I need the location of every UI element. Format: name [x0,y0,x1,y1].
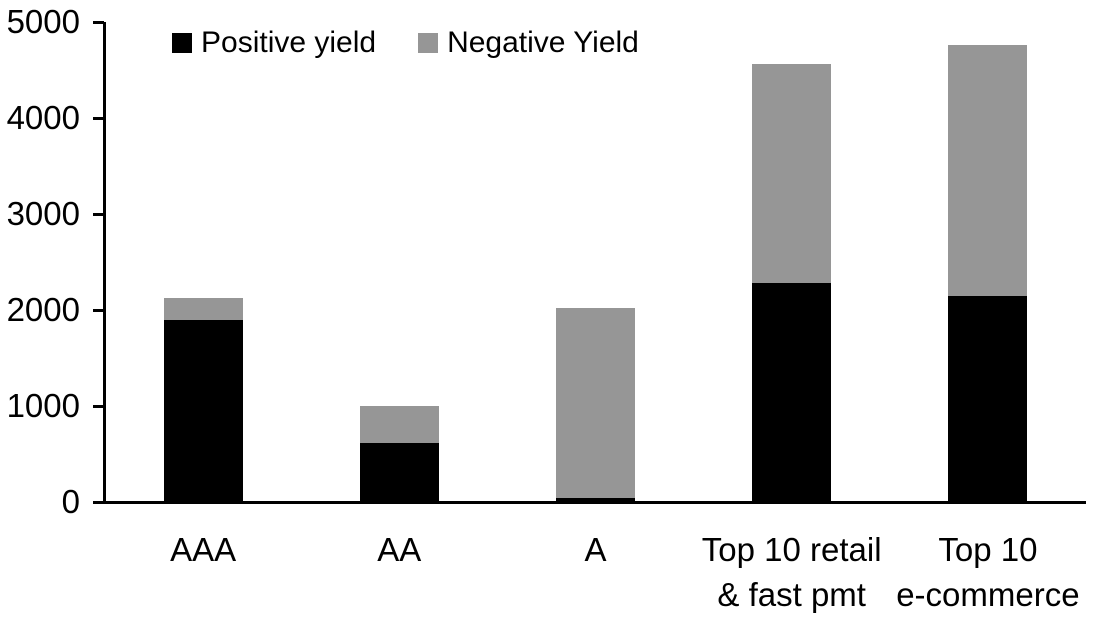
y-tick-label: 4000 [6,99,80,136]
bar-segment-positive [948,295,1028,502]
x-axis-line [103,501,1086,504]
bar-segment-negative [163,297,243,320]
legend-item-negative-yield: Negative Yield [418,26,639,60]
y-axis-line [103,22,106,504]
bar-segment-positive [556,498,635,502]
y-tick-mark [93,308,104,312]
bar-segment-negative [359,406,439,444]
bar-segment-negative [752,64,832,284]
x-category-label: A [584,531,607,568]
y-tick-label: 2000 [6,291,80,328]
legend-item-positive-yield: Positive yield [172,26,376,60]
bar-segment-positive [752,283,832,502]
x-category-label: Top 10 retail & fast pmt [701,531,882,613]
legend-swatch-icon [172,33,192,53]
bar-segment-positive [163,319,243,502]
legend-swatch-icon [418,33,439,53]
y-tick-label: 0 [61,483,80,520]
y-tick-mark [93,20,104,24]
y-tick-label: 3000 [6,195,80,232]
bar-segment-negative [556,307,635,499]
x-category-label: Top 10 e-commerce [896,531,1080,613]
legend-label: Positive yield [201,26,377,59]
legend-label: Negative Yield [447,26,639,59]
y-tick-mark [93,500,104,504]
y-tick-label: 1000 [6,387,80,424]
y-tick-mark [93,212,104,216]
bar-segment-negative [948,45,1028,296]
chart-legend: Positive yield Negative Yield [172,26,639,60]
y-tick-mark [93,404,104,408]
y-tick-label: 5000 [6,3,80,40]
x-category-label: AAA [170,531,237,568]
x-category-label: AA [377,531,422,568]
y-tick-mark [93,116,104,120]
bar-segment-positive [359,443,439,502]
